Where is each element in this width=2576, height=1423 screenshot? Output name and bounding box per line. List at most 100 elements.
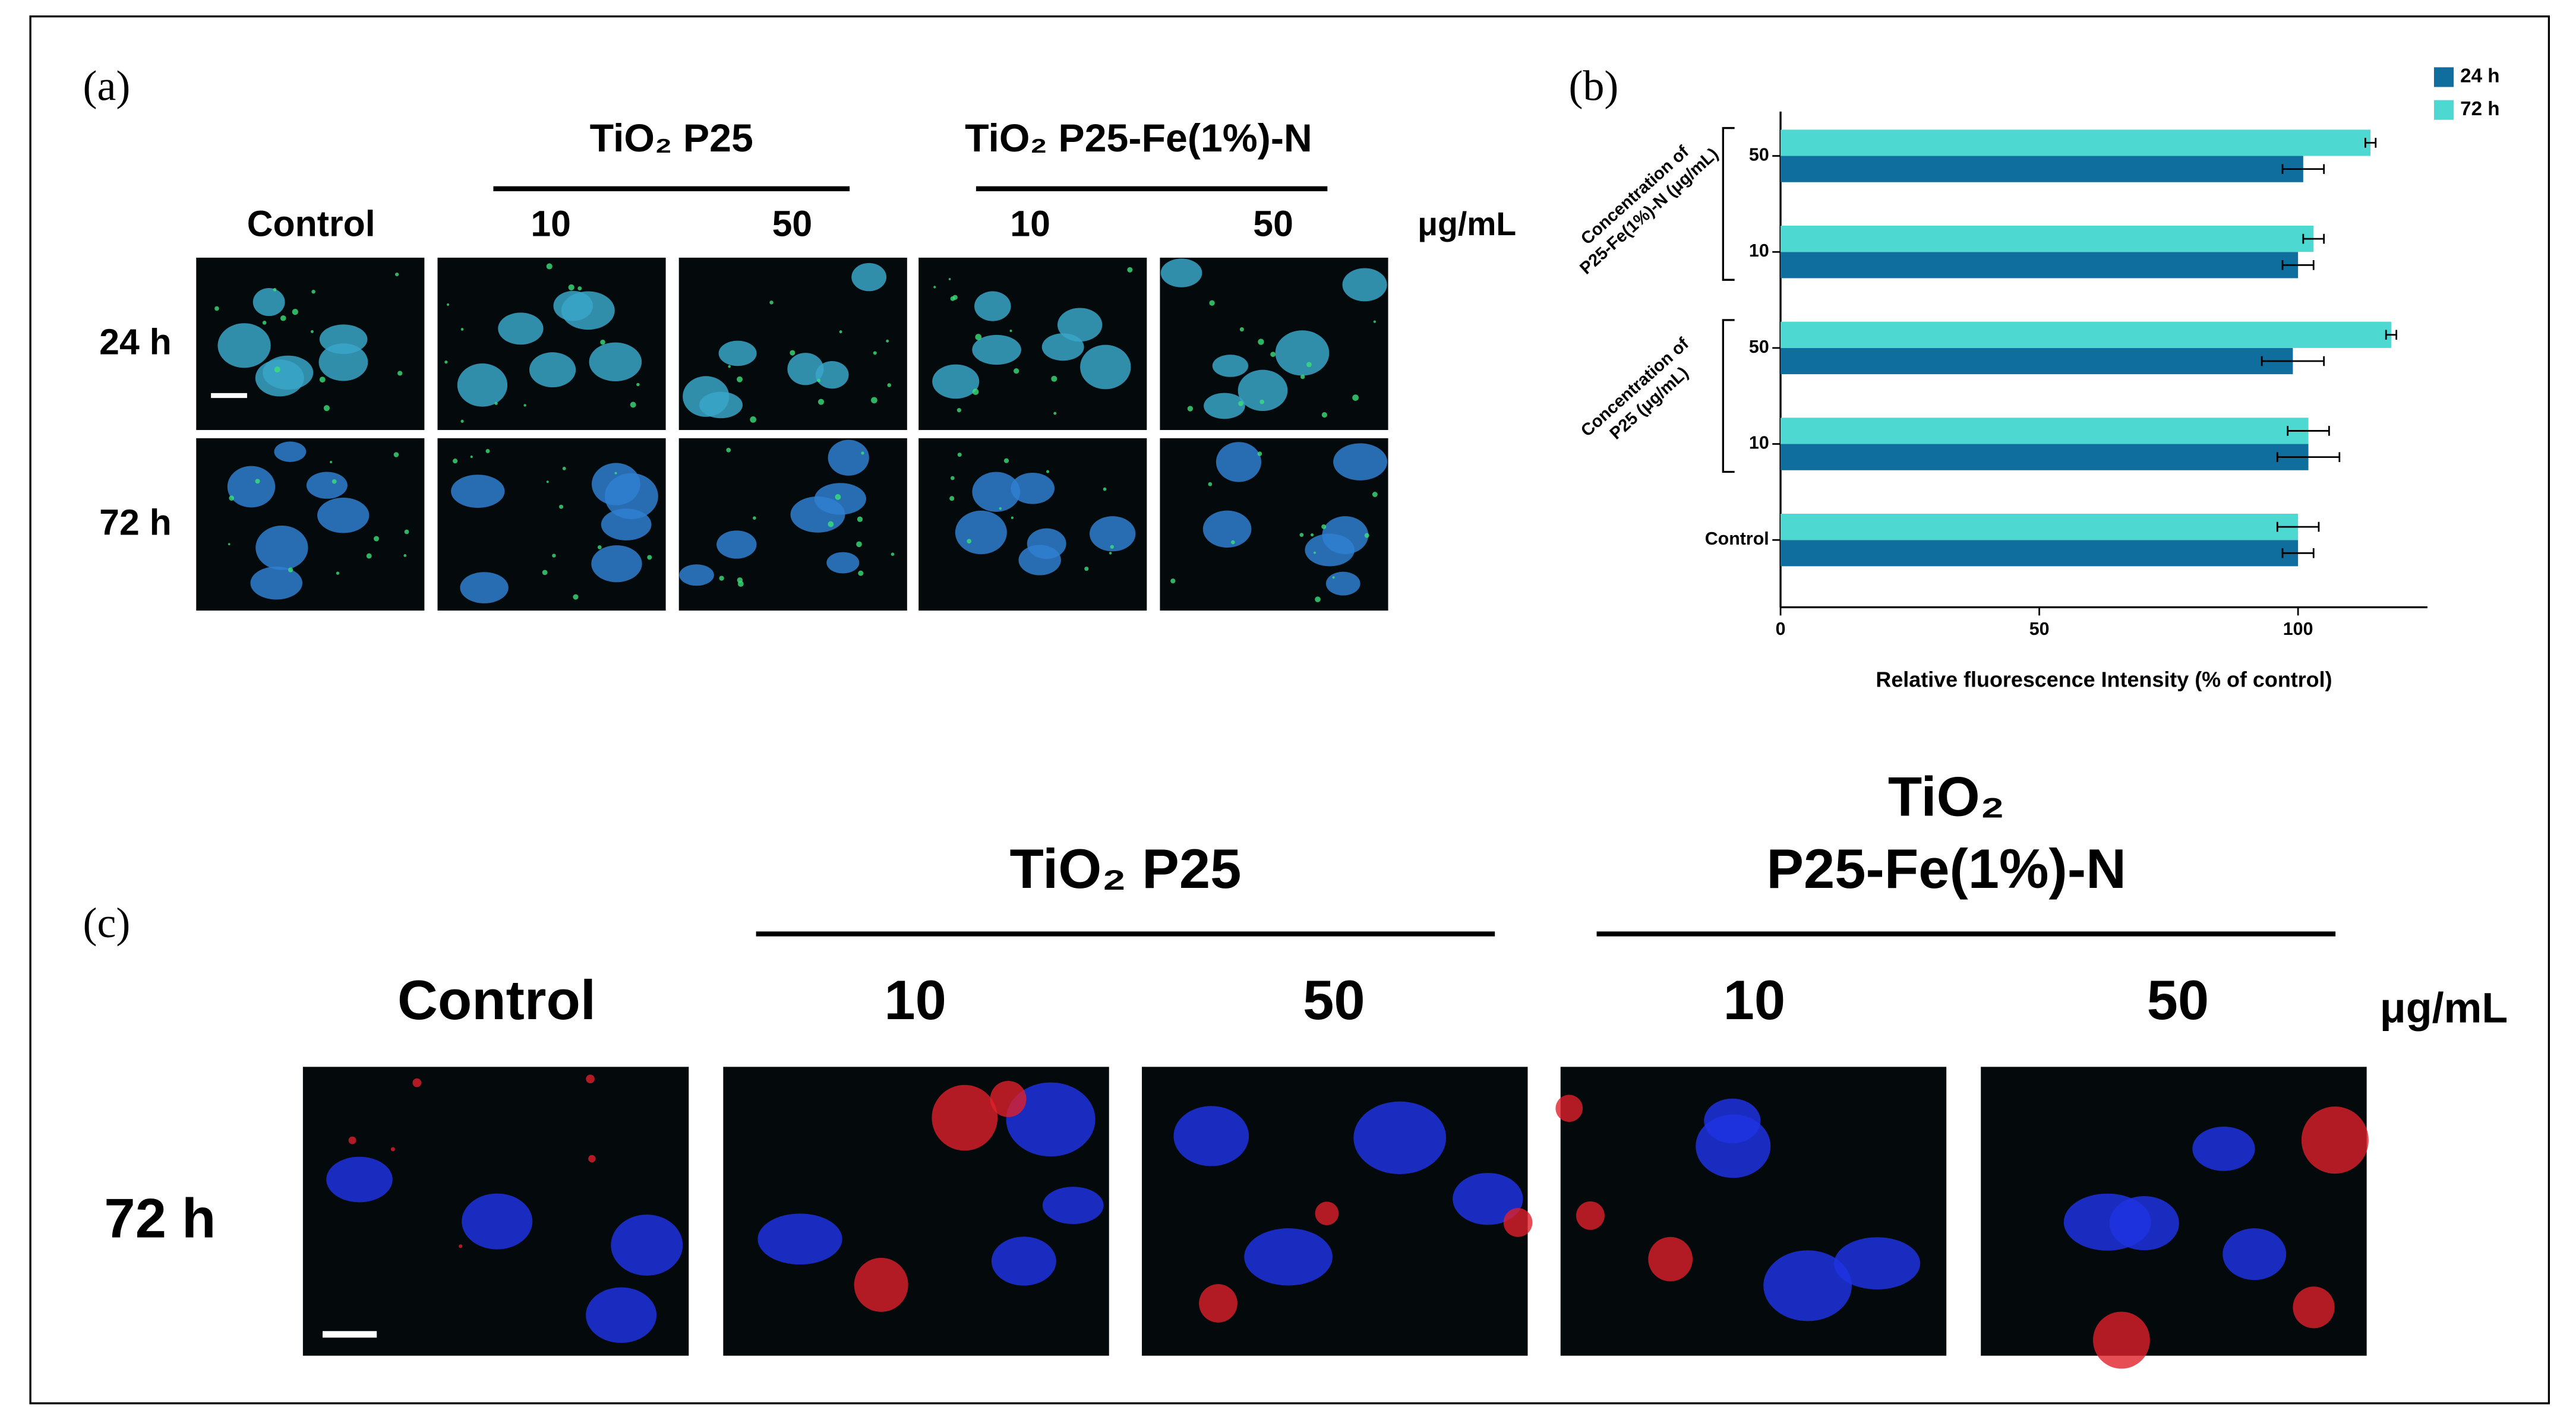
micrograph <box>437 438 666 611</box>
particle <box>630 401 636 408</box>
particle <box>769 301 774 305</box>
particle <box>975 334 982 340</box>
particle <box>319 377 326 383</box>
bar <box>1781 540 2299 567</box>
error-bar <box>2276 452 2341 462</box>
particle <box>292 308 298 315</box>
particle <box>542 570 548 575</box>
particle <box>573 594 579 600</box>
error-bar <box>2385 330 2398 340</box>
particle <box>228 543 231 546</box>
particle <box>600 339 605 345</box>
panel-label: (c) <box>83 899 131 947</box>
nucleus <box>1027 528 1066 559</box>
particle <box>737 581 744 587</box>
nucleus <box>955 510 1007 555</box>
nucleus <box>815 361 849 389</box>
x-tick-label: 0 <box>1776 619 1786 639</box>
legend-swatch <box>2433 100 2454 120</box>
nucleus <box>1160 258 1202 287</box>
nucleus <box>718 340 757 366</box>
row-label: 72 h <box>99 502 172 542</box>
nucleus <box>250 566 302 600</box>
nucleus <box>319 324 368 355</box>
nucleus <box>561 291 615 330</box>
group-label: TiO₂ P25-Fe(1%)-N <box>965 116 1312 160</box>
particle <box>1576 1201 1605 1230</box>
error-bar <box>2287 426 2330 436</box>
particle <box>586 1074 595 1084</box>
nucleus <box>451 475 505 508</box>
error-bar <box>2281 164 2325 174</box>
particle <box>856 541 862 548</box>
figure-border <box>29 15 2550 1405</box>
particle <box>1503 1208 1533 1237</box>
particle <box>1352 394 1359 401</box>
particle <box>597 545 602 549</box>
nucleus <box>589 342 642 382</box>
nucleus <box>217 323 271 368</box>
nucleus <box>604 473 658 520</box>
particle <box>1110 545 1115 549</box>
image-background <box>918 257 1147 431</box>
column-label: 10 <box>531 203 571 244</box>
nucleus <box>306 472 348 499</box>
nucleus <box>529 352 576 388</box>
nucleus <box>699 391 743 419</box>
unit-label: μg/mL <box>1418 205 1516 242</box>
error-bar <box>2302 233 2325 244</box>
particle <box>1270 352 1276 358</box>
particle <box>214 306 219 311</box>
particle <box>273 287 277 292</box>
nucleus <box>972 472 1021 512</box>
error-bar <box>2281 260 2315 270</box>
column-label: 10 <box>1723 969 1786 1031</box>
particle <box>523 404 526 407</box>
nucleus <box>1238 369 1288 412</box>
column-label: 50 <box>772 203 813 244</box>
nucleus <box>227 466 276 508</box>
nucleus <box>1202 510 1252 548</box>
particle <box>1109 552 1112 555</box>
y-tick-label: 10 <box>1749 241 1769 261</box>
particle <box>1011 516 1014 519</box>
legend-label: 24 h <box>2460 65 2499 87</box>
particle <box>1372 492 1378 497</box>
particle <box>1306 362 1312 368</box>
nucleus <box>757 1213 842 1265</box>
particle <box>1051 375 1057 382</box>
particle <box>1373 320 1376 323</box>
column-label: 50 <box>2147 969 2209 1031</box>
nucleus <box>457 363 508 407</box>
particle <box>274 366 280 373</box>
particle <box>858 570 864 576</box>
nucleus <box>274 441 307 462</box>
particle <box>348 1136 356 1144</box>
group-label: TiO₂ P25 <box>1009 837 1241 900</box>
nucleus <box>1042 1187 1104 1225</box>
row-label: 24 h <box>99 321 172 362</box>
y-tick-label: Control <box>1705 529 1769 549</box>
nucleus <box>1325 571 1360 596</box>
nucleus <box>991 1237 1056 1286</box>
nucleus <box>1090 516 1136 552</box>
particle <box>1103 487 1107 491</box>
particle <box>1300 374 1305 380</box>
particle <box>330 461 333 463</box>
bar <box>1781 252 2299 279</box>
particle <box>1321 412 1328 418</box>
nucleus <box>591 545 642 583</box>
nucleus <box>255 525 308 570</box>
unit-label: μg/mL <box>2380 984 2508 1032</box>
bar <box>1781 321 2391 348</box>
micrograph <box>437 257 666 431</box>
particle <box>972 388 979 396</box>
nucleus <box>2109 1196 2179 1251</box>
nucleus <box>460 572 509 603</box>
particle <box>546 263 553 270</box>
particle <box>891 552 895 556</box>
nucleus <box>1080 344 1131 390</box>
particle <box>323 405 330 412</box>
x-axis-label: Relative fluorescence Intensity (% of co… <box>1876 667 2332 691</box>
particle <box>310 330 314 333</box>
